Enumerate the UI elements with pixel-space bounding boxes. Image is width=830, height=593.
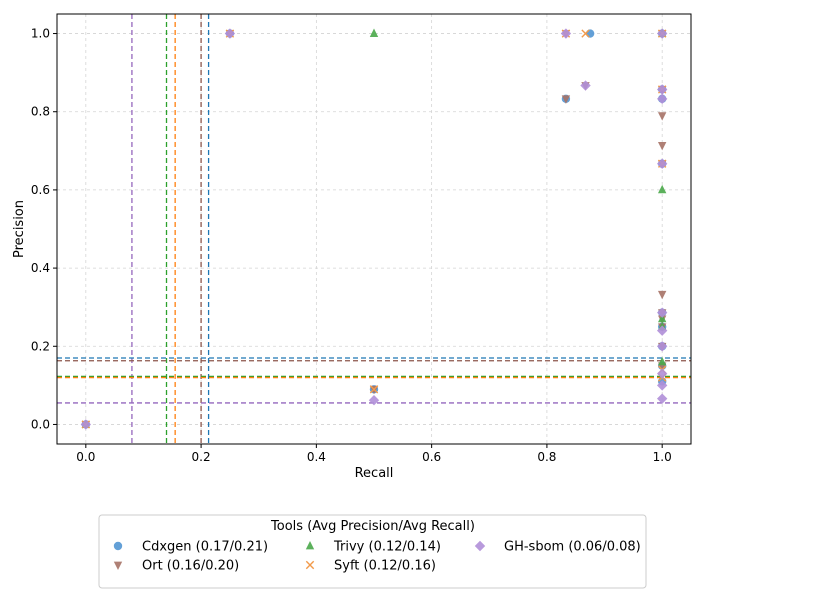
marker-stroke [369,385,379,394]
x-axis-label: Recall [355,466,394,481]
series-1 [81,30,667,430]
legend-label: Ort (0.16/0.20) [142,559,239,574]
y-tick-label: 0.8 [31,105,50,119]
data-point [656,325,668,336]
data-point [656,368,668,379]
y-tick-label: 1.0 [31,27,50,41]
series-3 [81,29,667,429]
legend-label: GH-sbom (0.06/0.08) [504,540,641,555]
data-point [657,112,667,121]
data-point [368,395,380,406]
data-point [656,28,668,39]
legend-marker [474,540,486,552]
x-tick-label: 1.0 [653,450,672,464]
data-point [656,93,668,105]
y-axis-label: Precision [12,200,27,258]
series-0 [81,29,667,429]
x-axis-ticks: 0.0 0.2 0.4 0.6 0.8 1.0 [76,444,672,464]
marker-stroke [581,29,590,38]
data-point [657,313,667,323]
data-point [561,95,571,104]
series-4 [80,28,668,430]
data-point [656,393,668,404]
x-tick-label: 0.8 [537,450,556,464]
data-point [580,80,591,91]
y-tick-label: 0.6 [31,183,50,197]
y-tick-label: 0.2 [31,339,50,353]
data-point [581,29,590,38]
data-point [560,28,572,39]
legend-title: Tools (Avg Precision/Avg Recall) [270,519,475,534]
x-tick-label: 0.0 [76,450,95,464]
legend-marker [305,541,315,550]
legend-label: Cdxgen (0.17/0.21) [142,540,268,555]
data-point [224,28,236,39]
data-point [657,290,667,300]
data-point [80,419,92,430]
y-tick-label: 0.4 [31,261,50,275]
data-point [656,84,668,95]
data-point [657,356,667,366]
y-axis-ticks: 0.0 0.2 0.4 0.6 0.8 1.0 [31,27,57,431]
data-point [369,385,379,394]
data-point [369,28,379,37]
legend-label: Syft (0.12/0.16) [334,559,436,574]
legend-box [98,514,647,589]
legend-label: Trivy (0.12/0.14) [333,540,441,555]
plot-frame [56,13,692,445]
marker-stroke [305,560,315,570]
data-point [656,380,668,391]
x-tick-label: 0.4 [307,450,326,464]
data-point [585,29,595,38]
x-tick-label: 0.6 [422,450,441,464]
grid-lines [57,14,691,444]
data-point [656,341,668,352]
data-point [657,141,667,151]
data-point [657,184,667,194]
data-point [656,307,668,318]
legend-items: Cdxgen (0.17/0.21) Ort (0.16/0.20) Trivy (… [113,540,641,574]
legend: Tools (Avg Precision/Avg Recall) Cdxgen … [98,514,647,589]
data-point [656,158,668,169]
x-tick-label: 0.2 [192,450,211,464]
legend-marker [113,561,123,570]
y-tick-label: 0.0 [31,417,50,431]
legend-marker [113,541,123,551]
series-2 [81,28,667,428]
data-points [80,28,668,430]
average-reference-lines [57,14,691,444]
legend-marker [305,560,315,570]
